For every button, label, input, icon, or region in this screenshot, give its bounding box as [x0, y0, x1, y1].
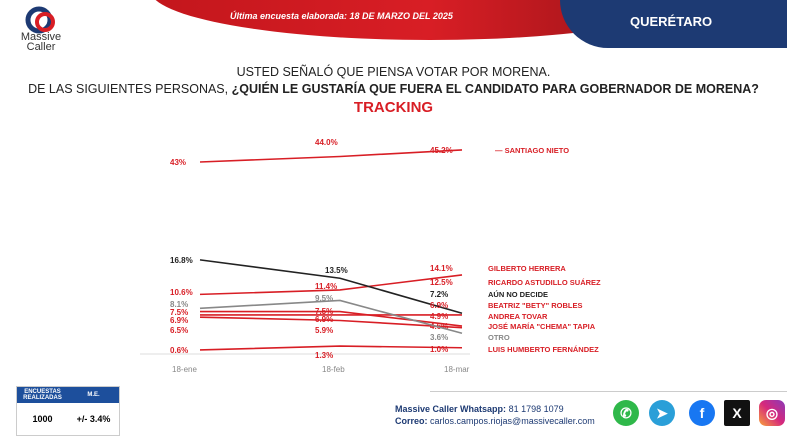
x-tick-label: 18-ene: [172, 365, 197, 374]
data-label: 3.6%: [430, 333, 448, 342]
data-label: 7.2%: [430, 290, 448, 299]
data-label: 6.9%: [315, 315, 333, 324]
data-label: 0.6%: [170, 346, 188, 355]
data-label: 7.5%: [315, 307, 333, 316]
data-label: 16.8%: [170, 256, 193, 265]
data-label: 13.5%: [325, 266, 348, 275]
series-line: [200, 310, 463, 327]
question-prefix: DE LAS SIGUIENTES PERSONAS,: [28, 82, 232, 96]
series-line: [199, 259, 463, 315]
data-label: 7.5%: [170, 308, 188, 317]
whatsapp-label: Massive Caller Whatsapp:: [395, 404, 507, 414]
brand-name: Massive Caller: [20, 31, 62, 53]
data-label: 14.1%: [430, 264, 453, 273]
question-intro: USTED SEÑALÓ QUE PIENSA VOTAR POR MORENA…: [236, 65, 551, 79]
instagram-icon[interactable]: ◎: [759, 400, 785, 426]
whatsapp-number[interactable]: 81 1798 1079: [508, 404, 564, 414]
series-line: [199, 274, 463, 296]
series-name-label: ANDREA TOVAR: [488, 312, 548, 321]
surveys-header: ENCUESTAS REALIZADAS: [23, 389, 62, 401]
data-label: 11.4%: [315, 282, 337, 291]
facebook-icon[interactable]: f: [689, 400, 715, 426]
region-label: QUERÉTARO: [630, 14, 713, 29]
data-label: 1.0%: [430, 345, 448, 354]
series-line: [199, 316, 463, 329]
massive-caller-logo-icon: [25, 6, 55, 34]
question-main: ¿QUIÉN LE GUSTARÍA QUE FUERA EL CANDIDAT…: [231, 82, 759, 96]
x-tick-label: 18-feb: [322, 365, 345, 374]
data-label: 9.5%: [315, 294, 333, 303]
header-blue-band: [560, 0, 787, 48]
data-label: 45.2%: [430, 146, 453, 155]
series-name-label: OTRO: [488, 333, 510, 342]
data-label: 12.5%: [430, 278, 453, 287]
series-line: [199, 345, 463, 351]
data-label: 43%: [170, 158, 186, 167]
series-name-label: GILBERTO HERRERA: [488, 264, 566, 273]
telegram-icon[interactable]: ➤: [649, 400, 675, 426]
me-header: M.E.: [87, 392, 100, 398]
footer-divider: [430, 391, 787, 392]
series-name-label: AÚN NO DECIDE: [488, 290, 548, 299]
series-name-label: — SANTIAGO NIETO: [495, 146, 569, 155]
surveys-value: 1000: [32, 414, 53, 424]
x-tick-label: 18-mar: [444, 365, 470, 374]
whatsapp-icon[interactable]: ✆: [613, 400, 639, 426]
series-line: [199, 149, 463, 163]
data-label: 44.0%: [315, 138, 338, 147]
series-name-label: BEATRIZ "BETY" ROBLES: [488, 301, 582, 310]
data-label: 6.5%: [170, 326, 188, 335]
email-address[interactable]: carlos.campos.riojas@massivecaller.com: [430, 416, 595, 426]
chart-title: TRACKING: [353, 99, 434, 116]
me-value: +/- 3.4%: [76, 414, 111, 424]
email-label: Correo:: [395, 416, 428, 426]
data-label: 6.9%: [430, 301, 448, 310]
series-name-label: RICARDO ASTUDILLO SUÁREZ: [488, 278, 601, 287]
x-icon[interactable]: X: [724, 400, 750, 426]
survey-info-table: ENCUESTAS REALIZADAS M.E. 1000 +/- 3.4%: [16, 386, 120, 436]
series-name-label: JOSÉ MARÍA "CHEMA" TAPIA: [488, 322, 596, 331]
data-label: 1.3%: [315, 351, 333, 360]
data-label: 5.9%: [315, 326, 333, 335]
last-survey-date: Última encuesta elaborada: 18 DE MARZO D…: [230, 11, 453, 21]
data-label: 4.9%: [430, 312, 448, 321]
series-name-label: LUIS HUMBERTO FERNÁNDEZ: [488, 345, 599, 354]
data-label: 8.1%: [170, 300, 188, 309]
data-label: 6.9%: [170, 316, 188, 325]
series-line: [199, 299, 463, 335]
data-label: 10.6%: [170, 288, 193, 297]
contact-info: Massive Caller Whatsapp: 81 1798 1079 Co…: [395, 403, 595, 427]
